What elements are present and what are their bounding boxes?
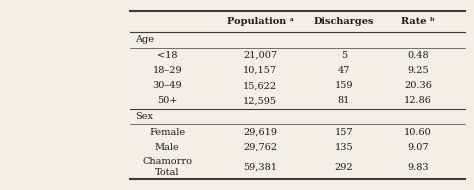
Text: Discharges: Discharges xyxy=(314,17,374,26)
Text: 21,007: 21,007 xyxy=(243,51,277,60)
Text: 12.86: 12.86 xyxy=(404,97,432,105)
Text: 12,595: 12,595 xyxy=(243,97,277,105)
Text: 18–29: 18–29 xyxy=(153,66,182,75)
Text: 29,762: 29,762 xyxy=(243,143,277,152)
Text: 157: 157 xyxy=(335,127,353,137)
Text: Rate ᵇ: Rate ᵇ xyxy=(401,17,435,26)
Text: 30–49: 30–49 xyxy=(153,81,182,90)
Text: 135: 135 xyxy=(335,143,353,152)
Text: 9.07: 9.07 xyxy=(407,143,429,152)
Text: 0.48: 0.48 xyxy=(407,51,429,60)
Text: 292: 292 xyxy=(335,163,353,172)
Text: 81: 81 xyxy=(337,97,350,105)
Text: Chamorro: Chamorro xyxy=(142,157,192,166)
Text: 29,619: 29,619 xyxy=(243,127,277,137)
Text: Female: Female xyxy=(149,127,185,137)
Text: 20.36: 20.36 xyxy=(404,81,432,90)
Text: 50+: 50+ xyxy=(157,97,178,105)
Text: 9.25: 9.25 xyxy=(407,66,429,75)
Text: 5: 5 xyxy=(341,51,347,60)
Text: 10.60: 10.60 xyxy=(404,127,432,137)
Text: 59,381: 59,381 xyxy=(243,163,277,172)
Text: 15,622: 15,622 xyxy=(243,81,277,90)
Text: Age: Age xyxy=(135,35,154,44)
Text: Population ᵃ: Population ᵃ xyxy=(227,17,294,26)
Text: Total: Total xyxy=(155,168,180,177)
Text: 9.83: 9.83 xyxy=(407,163,429,172)
Text: 10,157: 10,157 xyxy=(243,66,277,75)
Text: Male: Male xyxy=(155,143,180,152)
Text: 47: 47 xyxy=(337,66,350,75)
Text: <18: <18 xyxy=(157,51,178,60)
Text: 159: 159 xyxy=(335,81,353,90)
Text: Sex: Sex xyxy=(135,112,153,120)
